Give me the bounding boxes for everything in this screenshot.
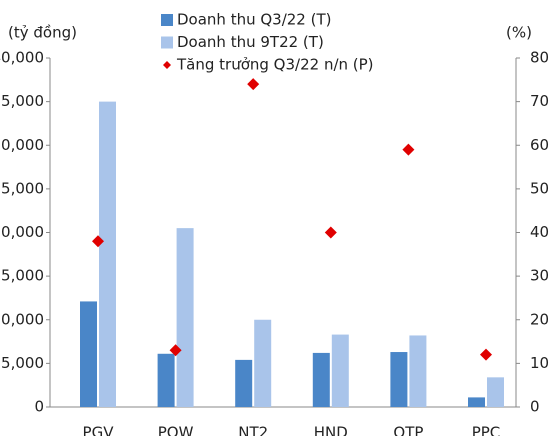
point bbox=[92, 235, 104, 248]
y2-tick-label: 0 bbox=[530, 398, 540, 416]
bar bbox=[468, 397, 485, 407]
bar bbox=[176, 228, 194, 407]
y2-tick-label: 10 bbox=[530, 354, 549, 372]
legend-label: Doanh thu 9T22 (T) bbox=[177, 33, 324, 51]
y-tick-label: 10,000 bbox=[0, 310, 44, 328]
y2-tick-label: 80 bbox=[530, 49, 549, 67]
x-tick-label: QTP bbox=[393, 424, 423, 436]
bar bbox=[157, 353, 175, 407]
legend-marker bbox=[161, 36, 173, 49]
y2-tick-label: 50 bbox=[530, 179, 549, 197]
y-tick-label: 5,000 bbox=[1, 354, 44, 372]
x-tick-label: NT2 bbox=[238, 424, 268, 436]
bar bbox=[235, 359, 253, 407]
bar bbox=[487, 377, 504, 407]
y-tick-label: 40,000 bbox=[0, 49, 44, 67]
y2-tick-label: 40 bbox=[530, 223, 549, 241]
x-tick-label: PGV bbox=[83, 424, 115, 436]
point bbox=[324, 226, 337, 239]
y-tick-label: 35,000 bbox=[0, 92, 44, 110]
y2-tick-label: 20 bbox=[530, 310, 549, 328]
bar bbox=[254, 319, 272, 407]
x-tick-label: HND bbox=[314, 424, 348, 436]
bar bbox=[409, 335, 427, 407]
point bbox=[480, 348, 492, 361]
bar bbox=[99, 101, 116, 407]
bar bbox=[390, 352, 408, 407]
y-axis-title: (tỷ đồng) bbox=[8, 24, 77, 42]
y2-axis-title: (%) bbox=[506, 24, 532, 42]
point bbox=[402, 143, 415, 156]
bar bbox=[312, 352, 330, 407]
y2-tick-label: 30 bbox=[530, 267, 549, 285]
legend-marker bbox=[163, 61, 171, 69]
bar bbox=[331, 334, 349, 407]
y-tick-label: 0 bbox=[34, 398, 44, 416]
legend-label: Doanh thu Q3/22 (T) bbox=[177, 11, 332, 29]
legend-label: Tăng trưởng Q3/22 n/n (P) bbox=[176, 56, 374, 74]
y-tick-label: 15,000 bbox=[0, 267, 44, 285]
point bbox=[169, 344, 182, 357]
y-tick-label: 30,000 bbox=[0, 136, 44, 154]
y-tick-label: 20,000 bbox=[0, 223, 44, 241]
x-tick-label: PPC bbox=[472, 424, 501, 436]
x-tick-label: POW bbox=[158, 424, 194, 436]
legend-marker bbox=[161, 14, 173, 26]
y-tick-label: 25,000 bbox=[0, 179, 44, 197]
y2-tick-label: 70 bbox=[530, 92, 549, 110]
point bbox=[247, 78, 260, 91]
y2-tick-label: 60 bbox=[530, 136, 549, 154]
bar bbox=[80, 301, 97, 407]
